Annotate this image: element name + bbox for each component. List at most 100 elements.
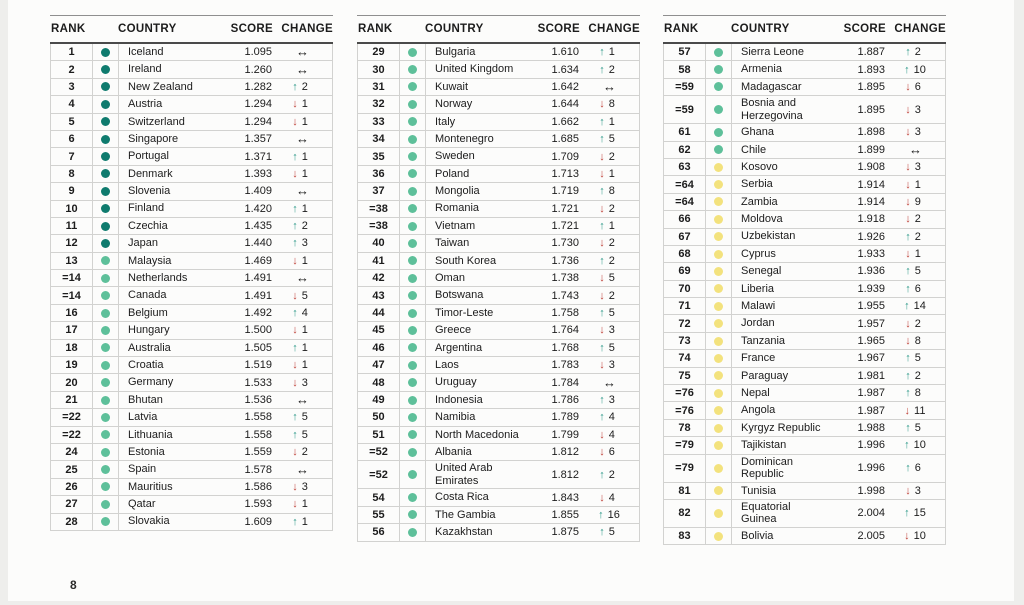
score-cell: 1.294: [244, 98, 272, 111]
score-cell: 1.843: [551, 491, 579, 504]
header-score: SCORE: [230, 23, 273, 35]
score-band-cell: [400, 165, 426, 183]
score-band-cell: [706, 402, 732, 419]
rank-cell: 68: [664, 245, 706, 263]
score-cell: 1.685: [551, 133, 579, 146]
table-row: 1 Iceland 1.095 ↔: [50, 44, 333, 62]
country-cell: Chile: [741, 143, 767, 156]
table-row: 56 Kazakhstan 1.875 ↑ 5: [357, 524, 640, 542]
score-band-dot: [101, 169, 110, 179]
rank-cell: 41: [358, 252, 400, 270]
score-band-dot: [714, 180, 723, 190]
table-row: 20 Germany 1.533 ↓ 3: [50, 374, 333, 392]
score-band-dot: [408, 256, 417, 266]
table-row: =22 Latvia 1.558 ↑ 5: [50, 409, 333, 427]
change-value: 5: [301, 428, 308, 441]
change-value: 15: [913, 507, 926, 520]
score-cell: 1.730: [551, 237, 579, 250]
table-row: 58 Armenia 1.893 ↑ 10: [663, 61, 946, 79]
score-cell: 1.491: [244, 289, 272, 302]
table-row: 33 Italy 1.662 ↑ 1: [357, 113, 640, 131]
rank-up-arrow-icon: ↑: [292, 307, 298, 320]
score-band-cell: [93, 322, 119, 339]
table-header: RANK COUNTRY SCORE CHANGE: [50, 15, 333, 44]
country-cell: Iceland: [128, 45, 164, 58]
score-band-cell: [400, 96, 426, 113]
rank-cell: =64: [664, 176, 706, 193]
change-cell: ↑ 5: [579, 342, 639, 354]
rank-down-arrow-icon: ↓: [599, 359, 605, 372]
country-cell: Belgium: [128, 306, 168, 319]
score-band-cell: [400, 461, 426, 489]
rank-up-arrow-icon: ↑: [905, 265, 911, 278]
rank-down-arrow-icon: ↓: [599, 289, 605, 302]
change-value: 3: [608, 394, 615, 406]
score-band-dot: [714, 463, 723, 473]
header-rank: RANK: [664, 23, 699, 35]
change-value: 8: [914, 335, 921, 348]
score-cell: 1.918: [857, 213, 885, 226]
country-cell: Qatar: [128, 498, 156, 511]
rank-up-arrow-icon: ↑: [599, 468, 605, 481]
rank-down-arrow-icon: ↓: [905, 195, 911, 208]
score-band-dot: [714, 214, 723, 224]
rank-cell: 6: [51, 130, 93, 148]
rank-cell: =38: [358, 200, 400, 217]
rank-cell: 58: [664, 61, 706, 78]
rank-cell: 16: [51, 304, 93, 322]
rank-cell: 24: [51, 443, 93, 461]
rank-cell: 66: [664, 211, 706, 228]
table-row: 82 Equatorial Guinea 2.004 ↑ 15: [663, 499, 946, 528]
rank-up-arrow-icon: ↑: [292, 341, 298, 354]
change-cell: ↑ 5: [885, 265, 945, 277]
no-change-icon: ↔: [296, 392, 309, 407]
country-cell: Australia: [128, 341, 171, 354]
country-cell: Denmark: [128, 167, 173, 180]
country-cell: Tajikistan: [741, 439, 787, 452]
score-band-dot: [101, 273, 110, 283]
change-cell: ↓ 1: [579, 168, 639, 180]
table-row: 47 Laos 1.783 ↓ 3: [357, 357, 640, 375]
table-row: =64 Zambia 1.914 ↓ 9: [663, 193, 946, 212]
header-rank: RANK: [51, 23, 86, 35]
rank-down-arrow-icon: ↓: [599, 272, 605, 285]
rank-cell: 19: [51, 357, 93, 374]
country-cell: North Macedonia: [435, 428, 519, 441]
country-cell: Italy: [435, 115, 456, 128]
country-cell: Austria: [128, 98, 163, 111]
change-cell: ↓ 8: [885, 335, 945, 347]
score-band-cell: [93, 217, 119, 235]
score-band-dot: [408, 308, 417, 318]
score-cell: 1.784: [551, 376, 579, 389]
table-row: =79 Tajikistan 1.996 ↑ 10: [663, 437, 946, 455]
change-value: 1: [608, 220, 615, 233]
score-cell: 1.282: [244, 80, 272, 93]
rank-cell: 34: [358, 130, 400, 148]
score-band-cell: [93, 113, 119, 130]
change-cell: ↑ 8: [579, 185, 639, 197]
score-band-cell: [706, 141, 732, 158]
score-cell: 1.768: [551, 341, 579, 354]
score-cell: 1.558: [244, 428, 272, 441]
score-band-dot: [714, 197, 723, 207]
score-band-dot: [714, 82, 723, 92]
score-band-cell: [706, 419, 732, 437]
score-band-dot: [101, 99, 110, 109]
country-cell: Netherlands: [128, 272, 188, 285]
change-value: 2: [608, 237, 615, 250]
rank-down-arrow-icon: ↓: [292, 167, 298, 180]
change-cell: ↑ 4: [579, 411, 639, 423]
country-cell: Finland: [128, 202, 165, 215]
table-row: 2 Ireland 1.260 ↔: [50, 61, 333, 79]
change-cell: ↓ 1: [272, 116, 332, 128]
rank-cell: 73: [664, 332, 706, 350]
rank-down-arrow-icon: ↓: [599, 150, 605, 163]
score-cell: 1.469: [244, 254, 272, 267]
change-value: 2: [301, 446, 308, 459]
rank-cell: 18: [51, 339, 93, 357]
change-value: 2: [608, 150, 615, 163]
table-header: RANK COUNTRY SCORE CHANGE: [663, 15, 946, 44]
score-band-dot: [714, 371, 723, 381]
table-row: 69 Senegal 1.936 ↑ 5: [663, 263, 946, 281]
score-band-dot: [714, 145, 723, 155]
